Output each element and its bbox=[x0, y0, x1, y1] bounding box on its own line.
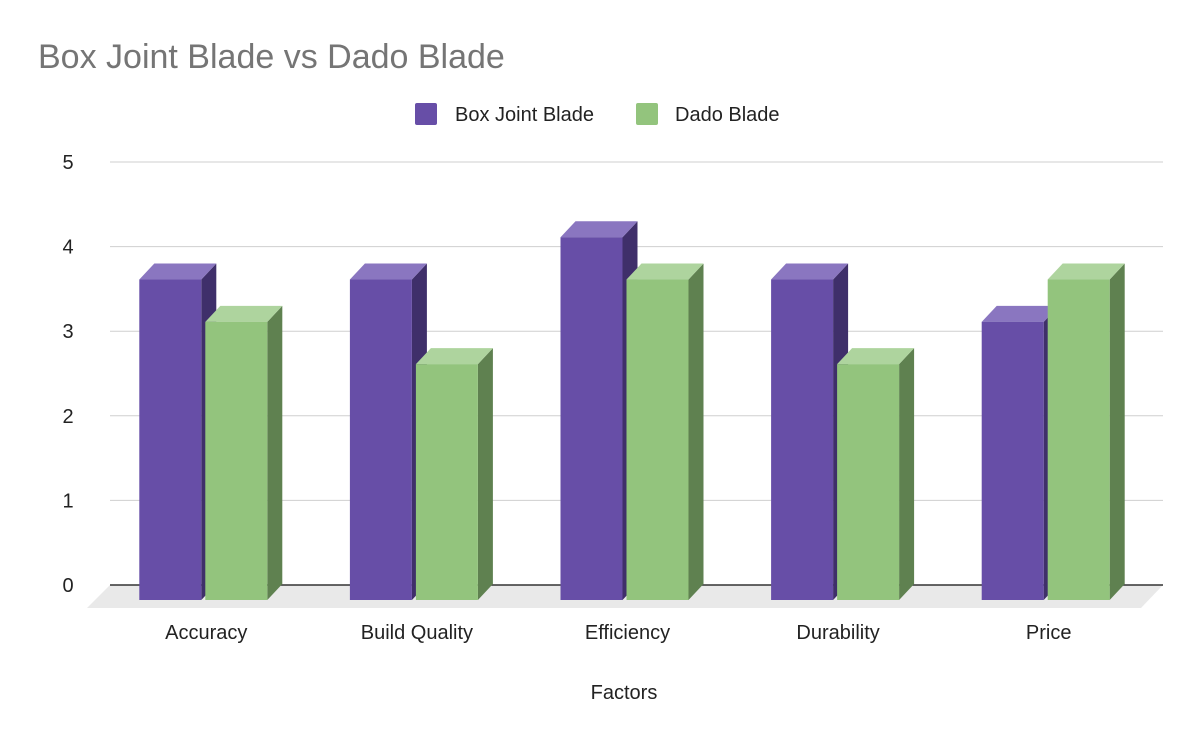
bar-dado-blade-efficiency bbox=[626, 263, 704, 600]
bar-top bbox=[349, 263, 427, 280]
x-category-label: Accuracy bbox=[165, 622, 247, 644]
bar-top bbox=[626, 263, 704, 280]
bar-dado-blade-price bbox=[1047, 263, 1125, 600]
bar-top bbox=[981, 305, 1059, 322]
x-axis-categories: Accuracy Build Quality Efficiency Durabilit… bbox=[165, 622, 1071, 644]
bar-dado-blade-durability bbox=[837, 348, 915, 600]
y-tick-label: 5 bbox=[62, 152, 73, 174]
bar-top bbox=[139, 263, 217, 280]
bar-front bbox=[981, 321, 1044, 600]
y-axis-ticks: 0 1 2 3 4 5 bbox=[62, 152, 73, 597]
bar-box-joint-blade-accuracy bbox=[139, 263, 217, 600]
legend-swatch-box-joint-blade bbox=[415, 103, 437, 125]
bar-top bbox=[1047, 263, 1125, 280]
bar-front bbox=[1047, 279, 1110, 600]
y-tick-label: 0 bbox=[62, 575, 73, 597]
legend-label-dado-blade: Dado Blade bbox=[675, 104, 780, 126]
bar-front bbox=[139, 279, 202, 600]
bar-top bbox=[415, 348, 493, 365]
legend: Box Joint Blade Dado Blade bbox=[415, 103, 780, 126]
bars bbox=[139, 221, 1125, 600]
bar-side bbox=[688, 263, 704, 600]
y-tick-label: 1 bbox=[62, 490, 73, 512]
y-tick-label: 3 bbox=[62, 321, 73, 343]
y-tick-label: 4 bbox=[62, 237, 73, 259]
chart-title: Box Joint Blade vs Dado Blade bbox=[38, 38, 505, 76]
bar-side bbox=[899, 348, 915, 600]
bar-front bbox=[626, 279, 689, 600]
x-category-label: Efficiency bbox=[585, 622, 670, 644]
bar-dado-blade-build-quality bbox=[415, 348, 493, 600]
bar-dado-blade-accuracy bbox=[205, 305, 283, 600]
bar-top bbox=[771, 263, 849, 280]
bar-front bbox=[560, 237, 623, 600]
y-tick-label: 2 bbox=[62, 406, 73, 428]
bar-box-joint-blade-price bbox=[981, 305, 1059, 600]
x-category-label: Durability bbox=[796, 622, 879, 644]
legend-swatch-dado-blade bbox=[636, 103, 658, 125]
bar-side bbox=[1109, 263, 1125, 600]
x-category-label: Build Quality bbox=[361, 622, 473, 644]
x-category-label: Price bbox=[1026, 622, 1072, 644]
legend-label-box-joint-blade: Box Joint Blade bbox=[455, 104, 594, 126]
bar-top bbox=[560, 221, 638, 238]
bar-box-joint-blade-durability bbox=[771, 263, 849, 600]
bar-front bbox=[205, 321, 268, 600]
bar-front bbox=[349, 279, 412, 600]
bar-side bbox=[267, 305, 283, 600]
x-axis-title: Factors bbox=[591, 682, 658, 704]
bar-front bbox=[415, 364, 478, 600]
bar-box-joint-blade-efficiency bbox=[560, 221, 638, 600]
bar-side bbox=[477, 348, 493, 600]
bar-top bbox=[837, 348, 915, 365]
bar-front bbox=[771, 279, 834, 600]
bar-front bbox=[837, 364, 900, 600]
bar-top bbox=[205, 305, 283, 322]
bar-box-joint-blade-build-quality bbox=[349, 263, 427, 600]
